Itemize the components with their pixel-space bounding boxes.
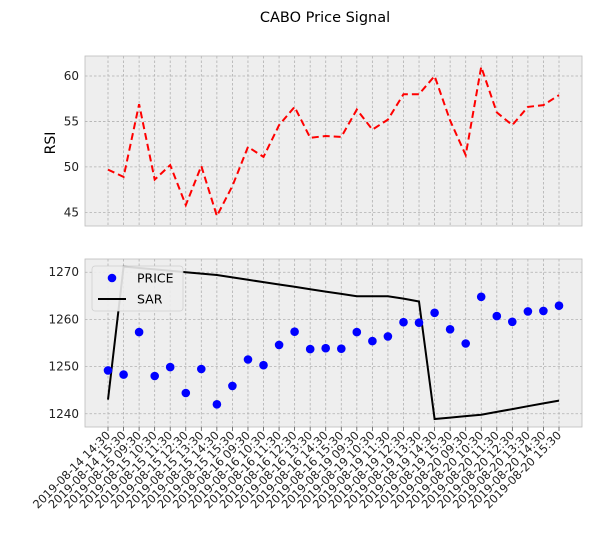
price-y-tick-label: 1260 — [48, 312, 79, 326]
rsi-plot-area — [85, 56, 582, 226]
price-y-tick-label: 1270 — [48, 265, 79, 279]
price-point — [445, 325, 455, 334]
rsi-y-ticks: 45 50 55 60 — [64, 69, 79, 219]
price-point — [305, 344, 315, 354]
chart-title: CABO Price Signal — [260, 10, 390, 26]
price-panel: 1240 1250 1260 1270 PRICE SAR — [48, 258, 583, 428]
price-point — [243, 355, 253, 364]
price-point — [165, 362, 175, 372]
price-point — [181, 388, 191, 398]
price-point — [523, 307, 533, 316]
price-point — [228, 381, 237, 391]
price-point — [399, 317, 408, 327]
price-point — [274, 340, 284, 350]
price-point — [492, 311, 502, 321]
price-point — [134, 327, 144, 337]
rsi-y-tick-label: 55 — [64, 114, 79, 128]
price-point — [321, 343, 331, 353]
price-point — [290, 327, 299, 337]
price-point — [539, 306, 548, 316]
price-y-tick-label: 1240 — [48, 407, 79, 421]
legend-price-label: PRICE — [137, 271, 174, 286]
price-point — [368, 336, 377, 346]
price-point — [352, 327, 362, 337]
rsi-y-tick-label: 45 — [64, 205, 79, 219]
rsi-grid — [85, 56, 582, 226]
legend-sar-label: SAR — [137, 292, 163, 307]
price-point — [430, 308, 439, 318]
price-point — [150, 371, 159, 381]
price-points — [103, 292, 564, 409]
rsi-frame — [84, 55, 583, 227]
price-frame — [84, 258, 583, 428]
price-point — [259, 360, 268, 370]
price-y-ticks: 1240 1250 1260 1270 — [48, 265, 79, 421]
price-point — [414, 318, 424, 328]
rsi-y-label: RSI — [43, 132, 59, 155]
price-point — [212, 400, 222, 409]
price-point — [197, 364, 206, 374]
price-point — [554, 301, 564, 311]
price-point — [119, 370, 128, 379]
rsi-y-tick-label: 60 — [64, 69, 79, 83]
price-point — [383, 332, 393, 341]
legend: PRICE SAR — [91, 265, 184, 312]
price-point — [461, 339, 471, 348]
rsi-line — [107, 66, 560, 219]
legend-price-marker — [107, 273, 117, 283]
price-point — [476, 292, 486, 302]
price-y-tick-label: 1250 — [48, 360, 79, 374]
price-point — [508, 317, 517, 327]
price-point — [103, 366, 113, 375]
rsi-y-tick-label: 50 — [64, 160, 79, 174]
price-point — [337, 344, 346, 354]
rsi-panel: 45 50 55 60 RSI — [43, 55, 583, 227]
